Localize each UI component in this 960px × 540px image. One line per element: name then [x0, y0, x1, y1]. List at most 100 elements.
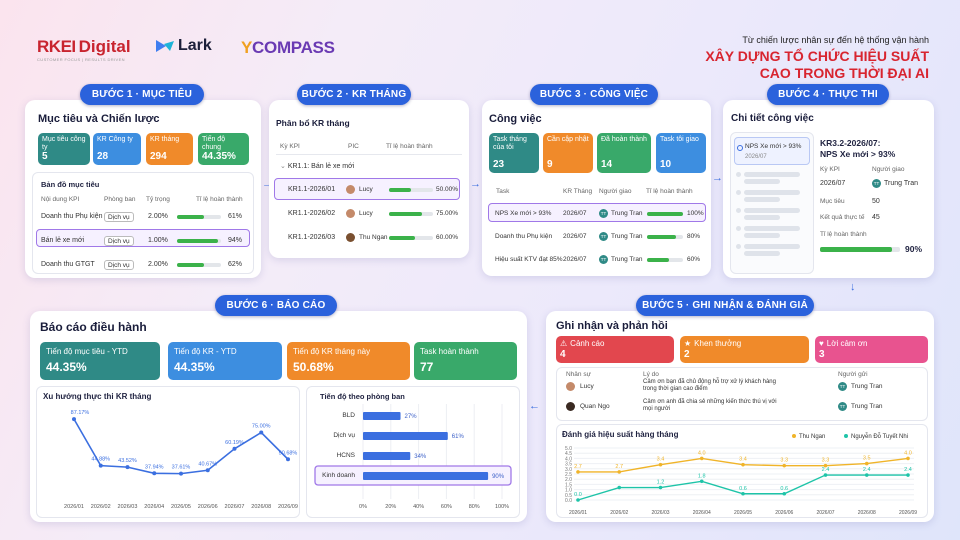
s6-kpi-label: Tiến độ mục tiêu - YTD: [46, 347, 128, 356]
dept-bar: [363, 412, 401, 420]
s2-row-pct: 75.00%: [436, 210, 459, 217]
s1-row-dept: Dịch vụ: [104, 212, 134, 222]
s4-placeholder-line: [744, 215, 780, 220]
s3-kpi-value: 14: [601, 159, 613, 170]
objective-map-title: Bản đồ mục tiêu: [41, 180, 100, 189]
perf-x-tick: 2026/07: [816, 510, 834, 516]
perf-point: [576, 470, 580, 474]
s3-col-who: Người giao: [599, 188, 632, 195]
s2-row-kr[interactable]: KR1.1-2026/02: [288, 210, 336, 217]
s3-kpi-card: Đã hoàn thành 14: [597, 133, 651, 173]
perf-point: [864, 461, 869, 466]
perf-point: [699, 456, 704, 461]
s2-row-kr[interactable]: KR1.1-2026/01: [288, 186, 336, 193]
trend-chart-panel: [36, 386, 300, 518]
s2-highlight-row: [274, 178, 460, 200]
s1-kpi-card: KR tháng 294: [146, 133, 193, 165]
s3-row-progress: [647, 212, 683, 216]
dept-chart-title: Tiến độ theo phòng ban: [320, 392, 405, 401]
perf-point: [741, 491, 745, 496]
s1-row-name[interactable]: Doanh thu GTGT: [41, 261, 95, 268]
trend-point: [205, 468, 210, 473]
s2-row-kr[interactable]: KR1.1-2026/03: [288, 234, 336, 241]
s2-col-period: Kỳ KPI: [280, 143, 300, 150]
step4-title: Chi tiết công việc: [731, 113, 814, 124]
s5-badge[interactable]: ⚠ Cảnh cáo 4: [556, 336, 674, 363]
rikkei-logo: RKEI Digital CUSTOMER FOCUS | RESULTS DRI…: [37, 37, 131, 62]
perf-data-label: 2.4: [863, 467, 871, 473]
s3-col-pct: Tỉ lệ hoàn thành: [646, 188, 693, 195]
s5-badge[interactable]: ♥ Lời cảm ơn 3: [815, 336, 928, 363]
trend-data-label: 37.94%: [145, 464, 164, 470]
s2-row-pic: Lucy: [359, 186, 373, 193]
dept-category-label: HCNS: [337, 452, 356, 459]
perf-chart-title: Đánh giá hiệu suất hàng tháng: [562, 430, 679, 439]
dept-value-label: 27%: [405, 414, 418, 420]
s3-row-who: Trung Tran: [611, 210, 643, 217]
step1-label: BƯỚC 1 · MỤC TIÊU: [80, 84, 204, 105]
s2-row-pic: Lucy: [359, 210, 373, 217]
perf-data-label: 3.3: [822, 458, 830, 464]
s4-placeholder-line: [744, 233, 780, 238]
trend-data-label: 40.67%: [198, 461, 217, 467]
perf-data-label: 2.4: [904, 467, 912, 473]
s4-placeholder-dot-icon: [736, 226, 741, 231]
perf-legend-marker: [792, 434, 796, 438]
s6-kpi-value: 44.35%: [46, 360, 87, 374]
trend-x-tick: 2026/04: [144, 504, 164, 510]
s4-detail-title: KR3.2-2026/07: NPS Xe mới > 93%: [820, 138, 896, 159]
trend-data-label: 60.19%: [225, 440, 244, 446]
arrow-3-4-icon: →: [712, 172, 723, 184]
s2-col-pct: Tỉ lệ hoàn thành: [386, 143, 433, 150]
s6-kpi-card: Tiến độ KR tháng này 50.68%: [287, 342, 410, 380]
s5-badge-label: Cảnh cáo: [570, 339, 605, 348]
perf-x-tick: 2026/09: [899, 510, 917, 516]
trend-data-label: 87.17%: [71, 410, 90, 416]
perf-x-tick: 2026/06: [775, 510, 793, 516]
s3-row-task[interactable]: Hiệu suất KTV đạt 85%: [495, 256, 563, 263]
perf-point: [699, 479, 704, 484]
s4-selected-task[interactable]: [734, 137, 810, 165]
s5-row-reason: Cảm ơn anh đã chia sẻ những kiến thức th…: [643, 399, 777, 412]
s5-badge[interactable]: ★ Khen thưởng 2: [680, 336, 809, 363]
s2-row-pct: 60.00%: [436, 234, 459, 241]
s1-kpi-value: 294: [150, 151, 167, 162]
s4-placeholder-line: [744, 197, 780, 202]
arrow-1-2-icon: →: [262, 178, 273, 190]
perf-y-tick: 1.0: [565, 488, 572, 494]
s3-row-task[interactable]: Doanh thu Phụ kiện: [495, 233, 553, 240]
s5-col-sender: Người gửi: [838, 371, 868, 378]
perf-y-tick: 5.0: [565, 446, 572, 452]
trend-point: [72, 417, 76, 422]
s1-row-progress: [177, 263, 221, 267]
s5-row-who[interactable]: Lucy: [580, 383, 594, 390]
s5-col-who: Nhân sự: [566, 371, 591, 378]
s5-row-sender: Trung Tran: [851, 383, 883, 390]
s1-row-name[interactable]: Doanh thu Phụ kiện: [41, 213, 103, 220]
dept-x-tick: 0%: [359, 504, 367, 510]
s6-kpi-label: Tiến độ KR - YTD: [174, 347, 237, 356]
s5-row-avatar: [566, 382, 575, 391]
s1-row-name[interactable]: Bán lẻ xe mới: [41, 237, 85, 244]
step2-label: BƯỚC 2 · KR THÁNG: [297, 84, 411, 105]
s4-k1: Kỳ KPI: [820, 166, 840, 173]
s2-row-pct: 50.00%: [436, 186, 459, 193]
s3-kpi-value: 10: [660, 159, 672, 170]
trend-point: [125, 465, 130, 470]
s3-row-task[interactable]: NPS Xe mới > 93%: [495, 210, 552, 217]
trend-x-tick: 2026/08: [251, 504, 271, 510]
s5-row-avatar: [566, 402, 575, 411]
feedback-panel: [556, 367, 928, 421]
s2-row-progress: [389, 188, 433, 192]
s2-group-row[interactable]: ⌄ KR1.1: Bán lẻ xe mới: [280, 163, 355, 170]
s5-row-who[interactable]: Quan Ngo: [580, 403, 610, 410]
s2-row-progress: [389, 236, 433, 240]
s3-kpi-card: Task tôi giao 10: [656, 133, 706, 173]
perf-point: [782, 463, 787, 468]
perf-point: [864, 473, 869, 477]
s1-row-progress: [177, 239, 221, 243]
trend-data-label: 44.88%: [91, 457, 110, 463]
step4-label: BƯỚC 4 · THỰC THI: [767, 84, 889, 105]
s4-task-dot-icon: [737, 145, 743, 151]
s4-avatar: TT: [872, 179, 881, 188]
